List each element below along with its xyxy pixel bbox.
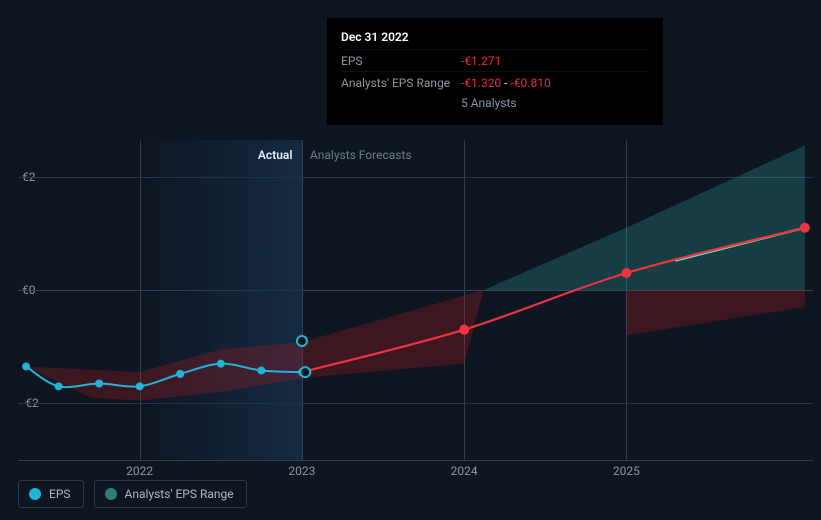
- tooltip-eps-value: -€1.271: [461, 52, 501, 71]
- tooltip-analyst-count: 5 Analysts: [341, 94, 649, 113]
- tooltip-range-label: Analysts' EPS Range: [341, 74, 461, 93]
- datapoint-tooltip: Dec 31 2022 EPS -€1.271 Analysts' EPS Ra…: [327, 18, 663, 125]
- x-tick-label: 2024: [451, 464, 478, 478]
- legend-item-label: EPS: [49, 487, 71, 501]
- legend-swatch-icon: [105, 488, 117, 500]
- analyst-range-negative-area: [26, 290, 805, 401]
- legend: EPS Analysts' EPS Range: [18, 480, 247, 508]
- tooltip-eps-label: EPS: [341, 52, 461, 71]
- x-tick-label: 2022: [126, 464, 153, 478]
- legend-item-eps[interactable]: EPS: [18, 480, 84, 508]
- legend-swatch-icon: [29, 488, 41, 500]
- legend-item-range[interactable]: Analysts' EPS Range: [94, 480, 247, 508]
- x-tick-label: 2025: [613, 464, 640, 478]
- legend-item-label: Analysts' EPS Range: [125, 487, 234, 501]
- tooltip-date: Dec 31 2022: [341, 28, 649, 47]
- eps-chart[interactable]: [18, 120, 813, 460]
- x-tick-label: 2023: [288, 464, 315, 478]
- plot-border-bottom: [18, 460, 813, 461]
- tooltip-range-value: -€1.320 - -€0.810: [461, 74, 551, 93]
